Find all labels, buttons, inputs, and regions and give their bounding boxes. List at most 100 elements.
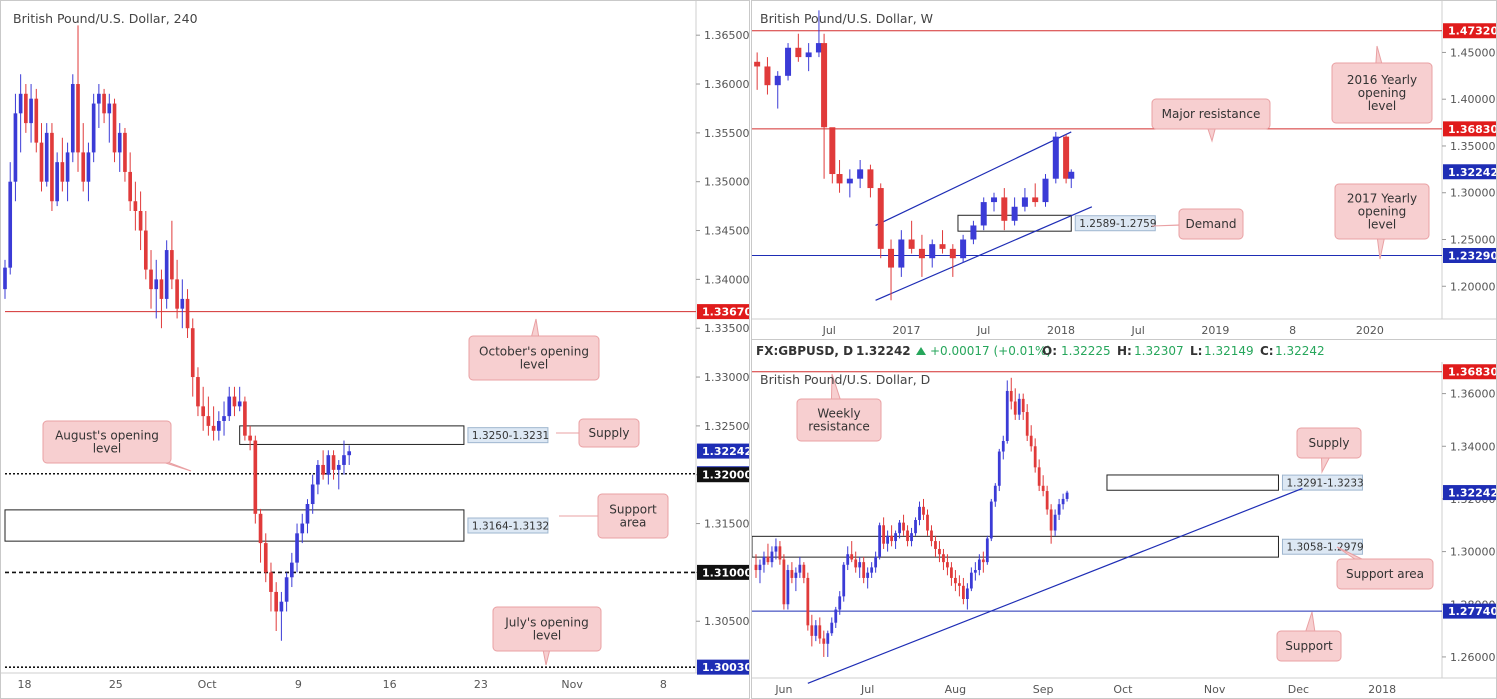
price-tick-label: 1.30000 [1450, 546, 1496, 559]
candle-body [227, 396, 232, 417]
price-tick-label: 1.35000 [704, 176, 750, 189]
candle-body [908, 239, 915, 249]
candle-body [894, 533, 897, 542]
time-tick-label: Nov [561, 678, 583, 691]
candle-body [922, 506, 925, 515]
candle-body [754, 564, 758, 571]
candle-body [1042, 178, 1049, 203]
candle-body [890, 535, 893, 542]
price-badge [697, 304, 749, 320]
candle-body [1021, 398, 1025, 413]
candle-body [815, 43, 822, 53]
price-badge [697, 443, 749, 459]
candle-body [1009, 390, 1013, 402]
callout-text: August's opening [55, 429, 159, 443]
h4-chart-panel[interactable]: 1.3250-1.3231 1.3164-1.3132 October's open… [0, 0, 750, 699]
candle-body [44, 132, 49, 182]
price-tick-label: 1.33000 [704, 371, 750, 384]
zone-label-box [467, 517, 549, 534]
candle-body [862, 562, 866, 578]
callout-text: Support [1285, 639, 1333, 653]
callout-text: level [1368, 218, 1397, 232]
candle-body [1025, 412, 1029, 436]
price-badge-label: 1.36830 [1448, 366, 1497, 379]
close-price: 1.32242 [856, 344, 911, 358]
time-tick-label: Oct [1113, 683, 1133, 696]
candle-body [950, 567, 953, 578]
candle-body [112, 103, 117, 153]
candle-body [989, 501, 993, 539]
candle-body [76, 84, 80, 153]
price-badge-label: 1.27740 [1448, 605, 1497, 618]
price-badge [697, 467, 749, 483]
callout-text: Supply [589, 426, 630, 440]
time-tick-label: 25 [109, 678, 123, 691]
candle-body [758, 564, 762, 571]
candle-body [958, 583, 961, 586]
symbol-info-bar: FX:GBPUSD, D 1.32242 +0.00017 (+0.01%) O… [751, 340, 1497, 362]
time-tick-label: 18 [18, 678, 32, 691]
time-tick-label: Oct [198, 678, 218, 691]
callout-text: Support [609, 503, 657, 517]
candle-body [997, 451, 1001, 486]
candle-body [175, 279, 179, 309]
time-tick-label: 2018 [1047, 324, 1075, 337]
candle-body [846, 178, 853, 184]
candle-body [898, 522, 901, 534]
candle-body [836, 174, 843, 184]
candle-body [1053, 514, 1057, 531]
candle-body [1057, 504, 1061, 515]
daily-chart[interactable]: 1.3291-1.3233 1.3058-1.2979 Weeklyresistan… [752, 362, 1497, 699]
candle-body [1001, 441, 1005, 452]
callout-text: opening [1358, 205, 1407, 219]
candle-body [342, 455, 346, 465]
candle-body [902, 522, 905, 531]
callout-text: level [1368, 99, 1397, 113]
candle-body [60, 162, 65, 182]
candle-body [981, 559, 985, 563]
h4-chart[interactable]: 1.3250-1.3231 1.3164-1.3132 October's open… [1, 1, 750, 699]
candle-body [1001, 197, 1008, 221]
candle-body [969, 572, 973, 589]
candle-body [954, 577, 957, 584]
price-badge-label: 1.33670 [702, 306, 750, 319]
candle-body [882, 525, 886, 544]
candle-body [821, 43, 828, 128]
weekly-chart-panel[interactable]: 1.2589-1.2759 2016 Yearly opening level Majo… [751, 0, 1497, 340]
daily-chart-panel[interactable]: 1.3291-1.3233 1.3058-1.2979 Weekly resistan… [751, 362, 1497, 699]
open-value: 1.32225 [1061, 344, 1111, 358]
price-tick-label: 1.36000 [1450, 388, 1496, 401]
candle-body [1045, 491, 1049, 510]
zone-label: 1.3250-1.3231 [472, 430, 549, 442]
candle-body [190, 328, 195, 378]
candle-body [867, 169, 874, 189]
low-value: 1.32149 [1204, 344, 1254, 358]
zone-box [752, 535, 1279, 558]
candle-body [1052, 136, 1059, 179]
price-badge [1443, 247, 1496, 263]
candle-body [910, 533, 913, 542]
candle-body [138, 211, 143, 231]
candle-body [914, 520, 917, 534]
candle-body [1049, 509, 1053, 531]
candle-body [321, 464, 325, 475]
candle-body [829, 127, 836, 175]
candle-body [164, 250, 169, 299]
price-badge-label: 1.32242 [1448, 487, 1497, 500]
candle-body [774, 546, 778, 552]
price-badge-label: 1.32242 [1448, 166, 1497, 179]
callout-text: Major resistance [1162, 107, 1261, 121]
candle-body [3, 267, 7, 290]
candle-body [269, 572, 273, 592]
candle-body [222, 416, 226, 421]
candle-body [331, 455, 336, 470]
callout-text: Weekly [817, 407, 860, 421]
time-tick-label: 2017 [892, 324, 920, 337]
callout-box [1336, 558, 1434, 590]
candle-body [806, 577, 810, 626]
time-tick-label: Jul [860, 683, 874, 696]
callout-text: 2016 Yearly [1347, 73, 1417, 87]
price-tick-label: 1.34000 [704, 273, 750, 286]
candle-body [930, 530, 933, 542]
